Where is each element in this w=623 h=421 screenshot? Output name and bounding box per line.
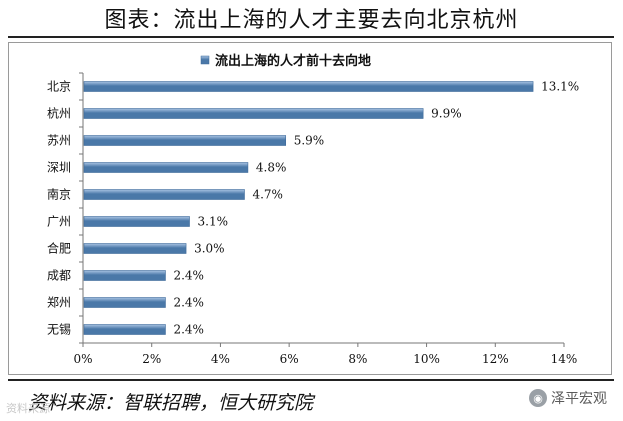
- bar-chart: 流出上海的人才前十去向地 13.1% 9.9% 5.9% 4.8% 4.7% 3.1% 3.…: [47, 53, 579, 366]
- x-tick-label-4: 8%: [348, 352, 367, 366]
- bar-0: [83, 81, 534, 92]
- category-label-6: 合肥: [47, 241, 71, 256]
- x-tick-label-1: 2%: [142, 352, 161, 366]
- value-label-2: 5.9%: [294, 134, 325, 148]
- brand-name: 泽平宏观: [551, 391, 607, 407]
- category-label-0: 北京: [47, 80, 71, 94]
- source-note: 资料来源：智联招聘，恒大研究院: [28, 392, 314, 414]
- category-label-4: 南京: [47, 187, 71, 202]
- bar-9: [83, 324, 166, 335]
- bar-6: [83, 243, 187, 254]
- x-tick-label-6: 12%: [482, 352, 509, 366]
- category-label-1: 杭州: [47, 106, 71, 121]
- legend-swatch: [200, 55, 210, 65]
- bar-2: [83, 135, 287, 146]
- brand-badge: ◉ 泽平宏观: [529, 388, 607, 408]
- category-label-3: 深圳: [47, 161, 71, 175]
- bar-5: [83, 216, 190, 227]
- category-label-9: 无锡: [47, 322, 71, 337]
- wechat-icon: ◉: [529, 389, 547, 407]
- legend: 流出上海的人才前十去向地: [200, 53, 371, 69]
- legend-label: 流出上海的人才前十去向地: [215, 53, 371, 69]
- category-label-2: 苏州: [47, 134, 71, 148]
- chart-title: 图表：流出上海的人才主要去向北京杭州: [104, 8, 519, 33]
- bottom-rule: [8, 379, 614, 381]
- bar-8: [83, 297, 166, 308]
- category-label-5: 广州: [47, 215, 71, 229]
- value-label-3: 4.8%: [256, 161, 287, 175]
- bar-1: [83, 108, 424, 119]
- value-label-9: 2.4%: [173, 323, 204, 337]
- bars-layer: 13.1% 9.9% 5.9% 4.8% 4.7% 3.1% 3.0% 2.4% 2.4% 2.4…: [83, 80, 579, 337]
- chart-frame: 流出上海的人才前十去向地 13.1% 9.9% 5.9% 4.8% 4.7% 3.1% 3.…: [8, 42, 612, 375]
- category-label-7: 成都: [47, 269, 71, 283]
- value-label-5: 3.1%: [198, 215, 229, 229]
- value-label-6: 3.0%: [194, 242, 225, 256]
- value-label-8: 2.4%: [173, 296, 204, 310]
- category-label-8: 郑州: [47, 295, 71, 310]
- value-label-0: 13.1%: [541, 80, 579, 94]
- value-label-4: 4.7%: [252, 188, 283, 202]
- x-tick-label-0: 0%: [73, 352, 92, 366]
- bar-4: [83, 189, 245, 200]
- bar-3: [83, 162, 249, 173]
- x-tick-label-3: 6%: [280, 352, 299, 366]
- value-label-1: 9.9%: [431, 107, 462, 121]
- watermark: 资料来源: [6, 402, 50, 415]
- x-tick-label-2: 4%: [211, 352, 230, 366]
- bar-7: [83, 270, 166, 281]
- x-tick-label-5: 10%: [413, 352, 440, 366]
- top-rule: [8, 36, 614, 38]
- x-tick-label-7: 14%: [551, 352, 578, 366]
- value-label-7: 2.4%: [173, 269, 204, 283]
